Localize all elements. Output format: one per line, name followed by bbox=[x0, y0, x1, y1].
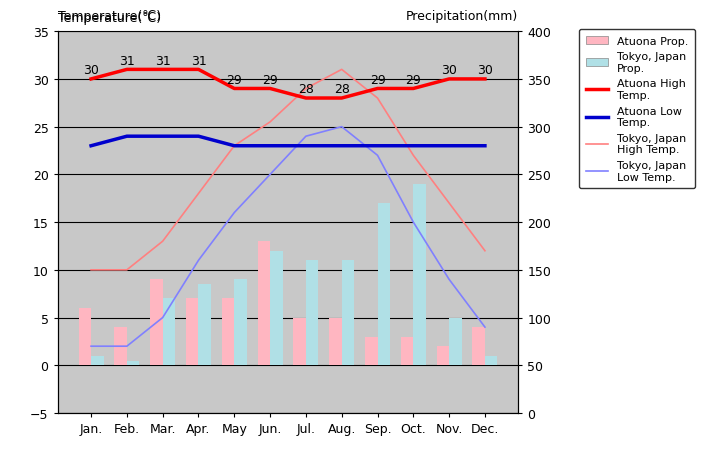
Bar bbox=[199, 285, 211, 365]
Bar bbox=[163, 299, 175, 365]
Text: 29: 29 bbox=[226, 74, 242, 87]
Bar bbox=[485, 356, 498, 365]
Bar bbox=[186, 299, 199, 365]
Text: 31: 31 bbox=[119, 55, 135, 67]
Text: 29: 29 bbox=[262, 74, 278, 87]
Bar bbox=[472, 327, 485, 365]
Bar bbox=[342, 261, 354, 365]
Legend: Atuona Prop., Tokyo, Japan
Prop., Atuona High
Temp., Atuona Low
Temp., Tokyo, Ja: Atuona Prop., Tokyo, Japan Prop., Atuona… bbox=[580, 30, 695, 189]
Bar bbox=[234, 280, 247, 365]
Text: 30: 30 bbox=[477, 64, 493, 77]
Text: 31: 31 bbox=[155, 55, 171, 67]
Bar bbox=[270, 251, 283, 365]
Bar bbox=[150, 280, 163, 365]
Bar bbox=[377, 204, 390, 365]
Bar bbox=[114, 327, 127, 365]
Bar bbox=[401, 337, 413, 365]
Bar bbox=[127, 361, 140, 365]
Bar bbox=[329, 318, 342, 365]
Bar bbox=[293, 318, 306, 365]
Text: 29: 29 bbox=[405, 74, 421, 87]
Bar bbox=[91, 356, 104, 365]
Bar bbox=[365, 337, 377, 365]
Bar bbox=[436, 347, 449, 365]
Text: Temperature(℃): Temperature(℃) bbox=[58, 11, 161, 24]
Bar bbox=[78, 308, 91, 365]
Bar bbox=[306, 261, 318, 365]
Text: 28: 28 bbox=[298, 83, 314, 96]
Text: 29: 29 bbox=[369, 74, 385, 87]
Bar bbox=[258, 241, 270, 365]
Bar bbox=[222, 299, 234, 365]
Bar bbox=[449, 318, 462, 365]
Text: 30: 30 bbox=[83, 64, 99, 77]
Text: 31: 31 bbox=[191, 55, 207, 67]
Bar bbox=[413, 185, 426, 365]
Text: Precipitation(mm): Precipitation(mm) bbox=[406, 10, 518, 22]
Text: 28: 28 bbox=[334, 83, 350, 96]
Text: 30: 30 bbox=[441, 64, 457, 77]
Text: Temperature(℃): Temperature(℃) bbox=[58, 10, 161, 22]
